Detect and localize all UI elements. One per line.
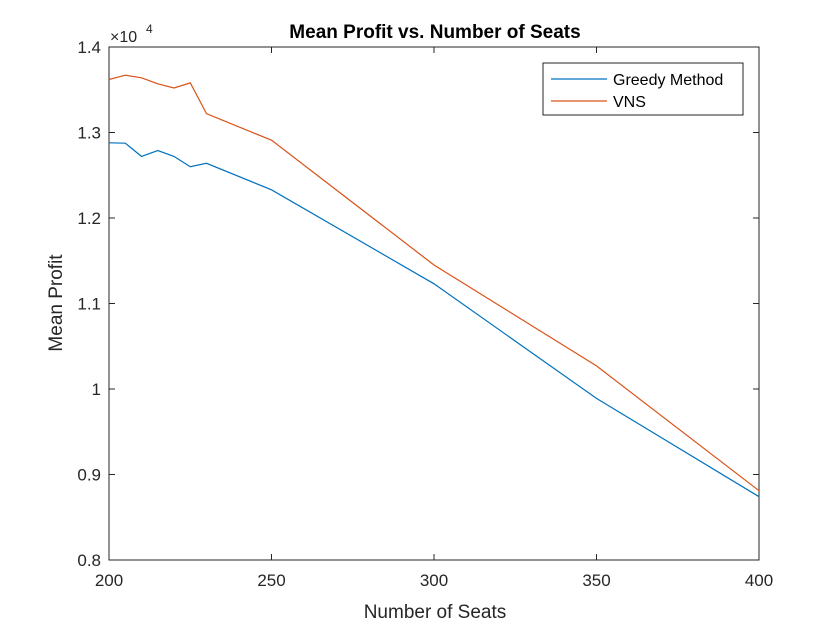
x-tick-label: 250 [257,571,285,590]
legend-label-vns: VNS [613,94,646,111]
axes-box [108,46,760,561]
y-tick-label: 1.4 [77,38,101,57]
axis-ticks: 200 250 300 350 400 0.8 0.9 1 1.1 1.2 1.3 1.4 [77,38,773,590]
series-line-greedy-method [108,142,760,498]
x-tick-label: 400 [745,571,773,590]
legend-box [542,62,744,116]
y-axis-title: Mean Profit [46,254,67,352]
chart-title: Mean Profit vs. Number of Seats [289,22,580,43]
y-multiplier-exponent: 4 [146,22,153,36]
x-tick-label: 350 [582,571,610,590]
legend: Greedy Method VNS [542,62,744,116]
series-lines [108,74,760,498]
y-tick-label: 0.9 [77,466,101,485]
y-tick-label: 1.1 [77,295,101,314]
y-tick-label: 1.2 [77,209,101,228]
plot-area [108,46,760,561]
y-axis-multiplier: ×10 4 [110,22,153,46]
x-axis-title: Number of Seats [364,602,507,623]
y-tick-label: 1.3 [77,124,101,143]
legend-label-greedy-method: Greedy Method [613,72,723,89]
y-multiplier-base: ×10 [110,29,137,46]
series-line-vns [108,74,760,492]
y-tick-label: 0.8 [77,551,101,570]
x-tick-label: 200 [95,571,123,590]
y-tick-label: 1 [92,380,101,399]
x-tick-label: 300 [420,571,448,590]
